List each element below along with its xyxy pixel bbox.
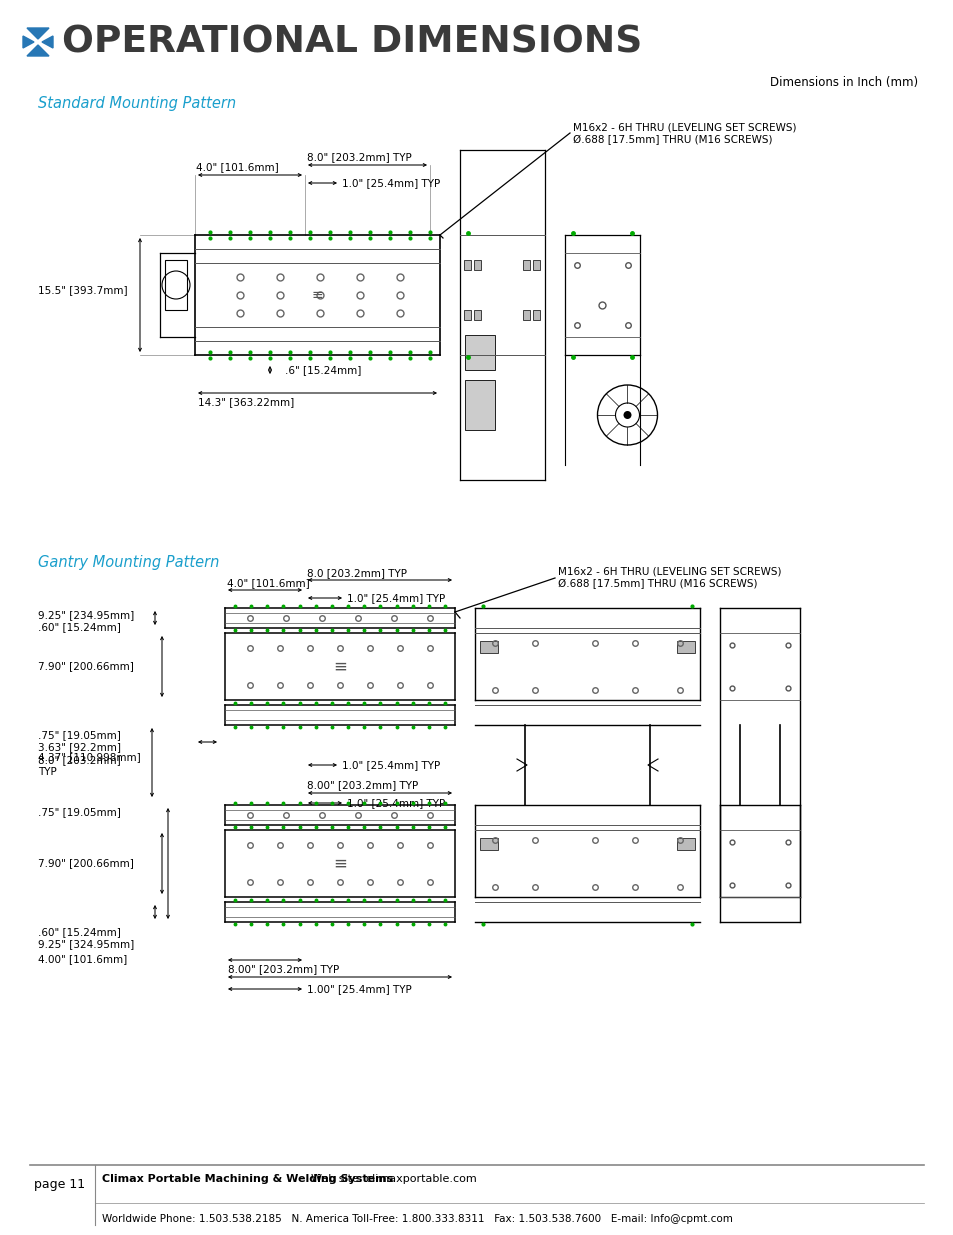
Text: ≡: ≡	[333, 855, 347, 872]
Text: 15.5" [393.7mm]: 15.5" [393.7mm]	[38, 285, 128, 295]
Bar	[463, 310, 471, 320]
Text: M16x2 - 6H THRU (LEVELING SET SCREWS): M16x2 - 6H THRU (LEVELING SET SCREWS)	[558, 567, 781, 577]
Polygon shape	[23, 36, 34, 48]
Text: 7.90" [200.66mm]: 7.90" [200.66mm]	[38, 662, 133, 672]
Text: 9.25" [324.95mm]: 9.25" [324.95mm]	[38, 939, 134, 948]
Text: 4.00" [101.6mm]: 4.00" [101.6mm]	[38, 953, 127, 965]
Polygon shape	[42, 36, 53, 48]
Bar	[464, 380, 495, 430]
Text: .60" [15.24mm]: .60" [15.24mm]	[38, 622, 121, 632]
Circle shape	[623, 411, 631, 419]
Bar	[533, 261, 539, 270]
Bar	[479, 839, 497, 850]
Text: Dimensions in Inch (mm): Dimensions in Inch (mm)	[769, 75, 917, 89]
Text: 4.0" [101.6mm]: 4.0" [101.6mm]	[195, 162, 278, 172]
Text: 8.0" [203.2mm] TYP: 8.0" [203.2mm] TYP	[307, 152, 412, 162]
Bar	[522, 261, 530, 270]
Text: 4.0" [101.6mm]: 4.0" [101.6mm]	[227, 578, 310, 588]
Text: page 11: page 11	[34, 1178, 86, 1192]
Text: .60" [15.24mm]: .60" [15.24mm]	[38, 927, 121, 937]
Text: 1.0" [25.4mm] TYP: 1.0" [25.4mm] TYP	[347, 798, 445, 808]
Text: .6" [15.24mm]: .6" [15.24mm]	[285, 366, 361, 375]
Text: Worldwide Phone: 1.503.538.2185   N. America Toll-Free: 1.800.333.8311   Fax: 1.: Worldwide Phone: 1.503.538.2185 N. Ameri…	[102, 1214, 732, 1224]
Bar	[533, 310, 539, 320]
Text: 8.00" [203.2mm] TYP: 8.00" [203.2mm] TYP	[307, 781, 417, 790]
Text: M16x2 - 6H THRU (LEVELING SET SCREWS): M16x2 - 6H THRU (LEVELING SET SCREWS)	[573, 122, 796, 132]
Bar	[464, 335, 495, 370]
Polygon shape	[27, 28, 49, 40]
Bar	[463, 261, 471, 270]
Text: Gantry Mounting Pattern: Gantry Mounting Pattern	[38, 555, 219, 571]
Text: Ø.688 [17.5mm] THRU (M16 SCREWS): Ø.688 [17.5mm] THRU (M16 SCREWS)	[573, 135, 772, 144]
Polygon shape	[27, 44, 49, 56]
Text: 14.3" [363.22mm]: 14.3" [363.22mm]	[198, 396, 294, 408]
Text: OPERATIONAL DIMENSIONS: OPERATIONAL DIMENSIONS	[62, 23, 641, 61]
Text: 4.37" [110.998mm]: 4.37" [110.998mm]	[38, 752, 141, 762]
Bar	[522, 310, 530, 320]
Text: Ø.688 [17.5mm] THRU (M16 SCREWS): Ø.688 [17.5mm] THRU (M16 SCREWS)	[558, 579, 757, 589]
Text: TYP: TYP	[38, 767, 56, 777]
Text: Standard Mounting Pattern: Standard Mounting Pattern	[38, 96, 236, 111]
Text: Climax Portable Machining & Welding Systems: Climax Portable Machining & Welding Syst…	[102, 1174, 393, 1184]
Text: .75" [19.05mm]: .75" [19.05mm]	[38, 806, 121, 818]
Text: 1.0" [25.4mm] TYP: 1.0" [25.4mm] TYP	[347, 593, 445, 603]
Text: .75" [19.05mm]: .75" [19.05mm]	[38, 730, 121, 740]
Text: 9.25" [234.95mm]: 9.25" [234.95mm]	[38, 610, 134, 620]
Text: 1.00" [25.4mm] TYP: 1.00" [25.4mm] TYP	[307, 984, 412, 994]
Text: Web site: climaxportable.com: Web site: climaxportable.com	[304, 1174, 476, 1184]
Text: 1.0" [25.4mm] TYP: 1.0" [25.4mm] TYP	[341, 178, 439, 188]
Text: 1.0" [25.4mm] TYP: 1.0" [25.4mm] TYP	[341, 760, 439, 769]
Bar	[165, 261, 187, 310]
Bar	[474, 261, 480, 270]
Bar	[474, 310, 480, 320]
Text: ≡: ≡	[333, 657, 347, 676]
Bar	[677, 839, 695, 850]
Text: 3.63" [92.2mm]: 3.63" [92.2mm]	[38, 742, 121, 752]
Bar	[479, 641, 497, 653]
Bar	[677, 641, 695, 653]
Text: 7.90" [200.66mm]: 7.90" [200.66mm]	[38, 858, 133, 868]
Text: 8.0" [203.2mm]: 8.0" [203.2mm]	[38, 755, 121, 764]
Text: 8.0 [203.2mm] TYP: 8.0 [203.2mm] TYP	[307, 568, 407, 578]
Text: ≡: ≡	[312, 288, 323, 303]
Text: 8.00" [203.2mm] TYP: 8.00" [203.2mm] TYP	[228, 965, 339, 974]
